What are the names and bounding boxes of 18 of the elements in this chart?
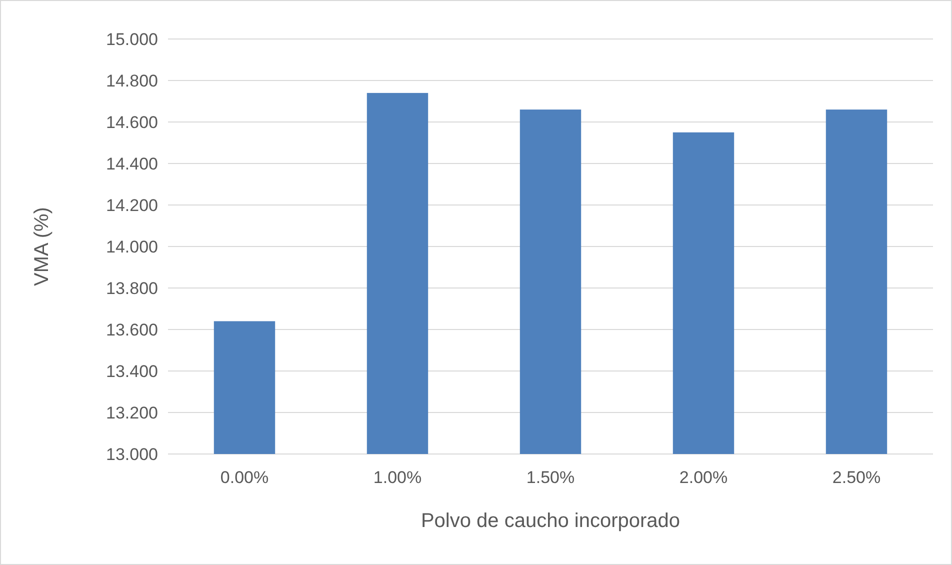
y-tick-label: 14.000 [106, 237, 158, 256]
y-tick-label: 15.000 [106, 30, 158, 49]
y-tick-label: 14.600 [106, 112, 158, 132]
y-tick-label: 13.200 [106, 403, 158, 422]
y-tick-label: 13.600 [106, 320, 158, 340]
x-tick-label: 1.50% [526, 468, 575, 487]
x-tick-label: 0.00% [220, 468, 269, 487]
y-tick-label: 14.400 [106, 154, 158, 174]
y-tick-label: 13.400 [106, 362, 158, 381]
y-tick-label: 14.200 [106, 196, 158, 215]
y-axis-title: VMA (%) [31, 207, 53, 286]
x-tick-label: 1.00% [373, 468, 422, 487]
y-tick-label: 14.800 [106, 71, 158, 90]
x-axis-title: Polvo de caucho incorporado [420, 510, 680, 532]
x-tick-label: 2.50% [832, 468, 881, 487]
y-tick-label: 13.000 [106, 444, 158, 464]
y-tick-label: 13.800 [106, 278, 158, 298]
x-tick-label: 2.00% [679, 468, 728, 487]
